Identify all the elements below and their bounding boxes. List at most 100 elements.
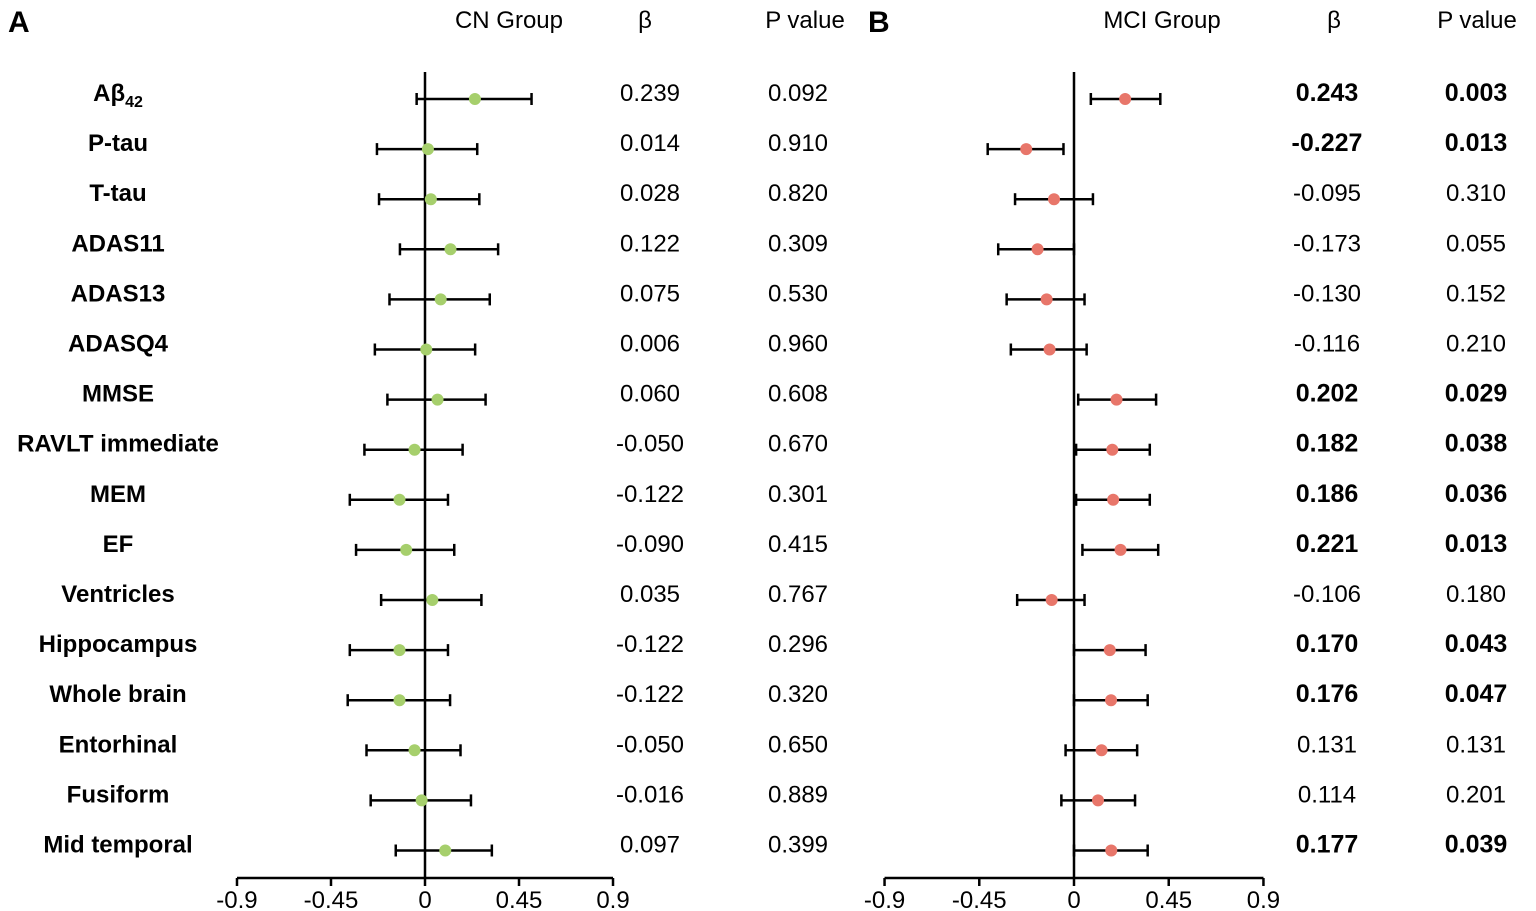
- panel-b-p-header: P value: [1437, 7, 1517, 34]
- panel-b-x-tick-label: 0.45: [1145, 887, 1192, 911]
- beta-point: [1110, 393, 1123, 406]
- beta-point: [1045, 594, 1058, 606]
- beta-point: [393, 694, 406, 707]
- panel-b-x-tick-label: 0.9: [1247, 887, 1280, 911]
- p-value: 0.889: [768, 781, 828, 808]
- panel-b-title: MCI Group: [1103, 7, 1220, 34]
- row-label: Ventricles: [61, 581, 174, 608]
- panel-a-title: CN Group: [455, 7, 563, 34]
- p-value: 0.960: [768, 331, 828, 358]
- beta-point: [1091, 794, 1104, 807]
- beta-value: 0.006: [620, 331, 680, 358]
- panel-a-x-tick-label: 0: [418, 887, 431, 911]
- p-value: 0.047: [1445, 680, 1508, 708]
- beta-point: [1119, 93, 1132, 105]
- beta-value: 0.186: [1296, 480, 1359, 508]
- p-value: 0.301: [768, 481, 828, 508]
- row-label: P-tau: [88, 130, 148, 157]
- p-value: 0.039: [1445, 831, 1508, 859]
- row-label: ADAS11: [71, 230, 164, 257]
- beta-value: -0.116: [1294, 331, 1360, 358]
- beta-point: [420, 343, 433, 356]
- beta-point: [1031, 243, 1044, 256]
- p-value: 0.320: [768, 681, 828, 708]
- beta-value: -0.050: [616, 731, 684, 758]
- panel-a-letter: A: [8, 6, 30, 39]
- beta-point: [431, 393, 444, 406]
- p-value: 0.399: [768, 832, 828, 859]
- panel-b-x-tick-label: -0.45: [952, 887, 1007, 911]
- panel-b-letter: B: [868, 6, 890, 39]
- beta-point: [1048, 193, 1061, 206]
- panel-b-x-tick-label: 0: [1067, 887, 1080, 911]
- p-value: 0.650: [768, 731, 828, 758]
- beta-value: 0.202: [1296, 380, 1359, 408]
- beta-point: [1020, 143, 1033, 156]
- beta-value: -0.016: [616, 781, 684, 808]
- beta-value: -0.122: [616, 481, 684, 508]
- beta-point: [468, 93, 481, 105]
- panel-a-rows: -0.9 -0.45 0 0.45 0.9 Aβ42 0.239 0.092 P-tau 0.01…: [17, 72, 828, 911]
- beta-value: 0.221: [1296, 530, 1359, 558]
- p-value: 0.152: [1446, 280, 1506, 307]
- beta-value: 0.177: [1296, 831, 1359, 859]
- beta-point: [393, 644, 406, 657]
- panel-b: B MCI Group β P value -0.9 -0.45 0 0.45 0.9 0…: [864, 6, 1517, 911]
- row-label: Aβ42: [93, 80, 143, 111]
- row-label: Mid temporal: [43, 832, 192, 859]
- p-value: 0.055: [1446, 230, 1506, 257]
- beta-value: 0.243: [1296, 79, 1359, 107]
- beta-value: -0.095: [1293, 180, 1361, 207]
- panel-b-rows: -0.9 -0.45 0 0.45 0.9 0.243 0.003 -0.227 0.013 -0…: [864, 72, 1508, 911]
- beta-value: 0.122: [620, 230, 680, 257]
- beta-value: 0.075: [620, 280, 680, 307]
- beta-value: -0.227: [1292, 129, 1363, 157]
- panel-a-x-tick-label: 0.9: [596, 887, 629, 911]
- p-value: 0.180: [1446, 581, 1506, 608]
- beta-value: 0.060: [620, 381, 680, 408]
- beta-point: [1040, 293, 1053, 306]
- p-value: 0.309: [768, 230, 828, 257]
- panel-a: A CN Group β P value -0.9 -0.45 0 0.45 0.9 Aβ…: [8, 6, 845, 911]
- row-label: T-tau: [89, 180, 146, 207]
- beta-value: 0.097: [620, 832, 680, 859]
- beta-point: [400, 543, 413, 556]
- beta-point: [424, 193, 437, 206]
- row-label: MMSE: [82, 381, 154, 408]
- row-label: ADASQ4: [68, 331, 169, 358]
- beta-point: [408, 443, 421, 456]
- p-value: 0.043: [1445, 630, 1508, 658]
- row-label: Hippocampus: [39, 631, 198, 658]
- beta-value: 0.035: [620, 581, 680, 608]
- row-label: Whole brain: [49, 681, 186, 708]
- p-value: 0.013: [1445, 129, 1508, 157]
- panel-a-beta-header: β: [638, 7, 652, 34]
- beta-point: [393, 493, 406, 506]
- panel-a-p-header: P value: [765, 7, 845, 34]
- beta-point: [439, 844, 452, 857]
- p-value: 0.530: [768, 280, 828, 307]
- beta-point: [1105, 844, 1118, 857]
- p-value: 0.092: [768, 80, 828, 107]
- beta-point: [434, 293, 447, 306]
- panel-a-x-tick-label: -0.45: [304, 887, 359, 911]
- panel-b-beta-header: β: [1327, 7, 1341, 34]
- beta-point: [426, 594, 439, 606]
- beta-point: [1103, 644, 1116, 657]
- beta-value: 0.182: [1296, 430, 1359, 458]
- beta-value: 0.176: [1296, 680, 1359, 708]
- p-value: 0.767: [768, 581, 828, 608]
- beta-point: [408, 744, 421, 757]
- beta-value: 0.170: [1296, 630, 1359, 658]
- p-value: 0.036: [1445, 480, 1508, 508]
- row-label: ADAS13: [71, 280, 166, 307]
- p-value: 0.608: [768, 381, 828, 408]
- panel-a-x-tick-label: 0.45: [496, 887, 543, 911]
- panel-b-x-tick-label: -0.9: [864, 887, 905, 911]
- row-label: Fusiform: [67, 781, 170, 808]
- p-value: 0.820: [768, 180, 828, 207]
- beta-value: -0.106: [1293, 581, 1361, 608]
- p-value: 0.013: [1445, 530, 1508, 558]
- beta-point: [1095, 744, 1108, 757]
